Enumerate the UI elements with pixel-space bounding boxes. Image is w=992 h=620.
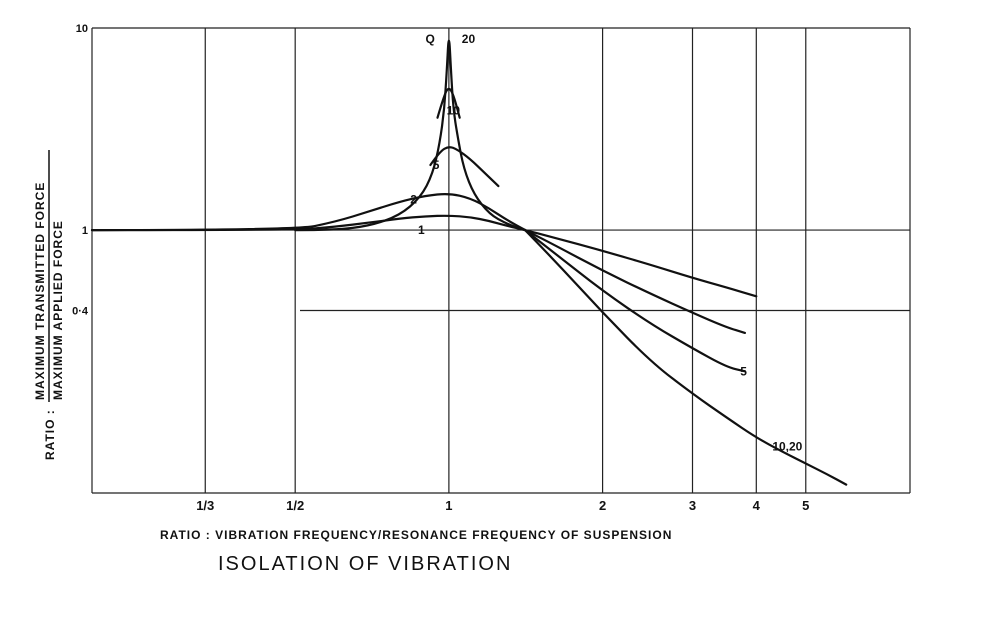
chart-title: ISOLATION OF VIBRATION bbox=[218, 553, 513, 575]
x-tick-label: 1/3 bbox=[196, 498, 214, 513]
y-tick-label: 1 bbox=[82, 225, 88, 237]
series-label-q5: 5 bbox=[740, 364, 747, 378]
x-tick-label: 4 bbox=[753, 498, 761, 513]
series-line-q5 bbox=[429, 146, 500, 188]
series-line-q10 bbox=[436, 87, 461, 119]
y-tick-label: 10 bbox=[76, 23, 88, 35]
series-line-q1 bbox=[90, 214, 758, 298]
y-axis-label-numerator: MAXIMUM TRANSMITTED FORCE bbox=[33, 182, 47, 400]
series-label-q10: 10 bbox=[447, 104, 461, 118]
y-tick-label: 0·4 bbox=[72, 306, 89, 318]
series-line-q5 bbox=[524, 229, 746, 373]
series-label-q2: 2 bbox=[410, 192, 417, 206]
series-label-q10-20: 10,20 bbox=[772, 439, 802, 453]
x-axis-label: RATIO : VIBRATION FREQUENCY/RESONANCE FR… bbox=[160, 528, 673, 542]
x-tick-label: 3 bbox=[689, 498, 696, 513]
y-axis-label-prefix: RATIO : bbox=[43, 409, 57, 460]
y-axis-label-denominator: MAXIMUM APPLIED FORCE bbox=[51, 220, 65, 400]
series-label-q5: 5 bbox=[433, 158, 440, 172]
x-tick-label: 1 bbox=[445, 498, 452, 513]
axis-ticks: 1/3 1/2 1 2 3 4 5 10 1 0·4 bbox=[72, 23, 809, 513]
series-label-q20: 20 bbox=[462, 32, 476, 46]
series-labels: 1 2 5 5 10 20 10,20 Q bbox=[410, 32, 802, 453]
y-axis-label: RATIO : MAXIMUM TRANSMITTED FORCE MAXIMU… bbox=[33, 150, 65, 460]
x-tick-label: 1/2 bbox=[286, 498, 304, 513]
series-line-q20 bbox=[294, 39, 527, 232]
series-line-q10-20 bbox=[524, 229, 848, 486]
q-label: Q bbox=[426, 32, 435, 46]
chart-grid bbox=[91, 27, 911, 494]
x-tick-label: 2 bbox=[599, 498, 606, 513]
series-label-q1: 1 bbox=[418, 223, 425, 237]
x-tick-label: 5 bbox=[802, 498, 809, 513]
series-curves bbox=[90, 39, 848, 486]
